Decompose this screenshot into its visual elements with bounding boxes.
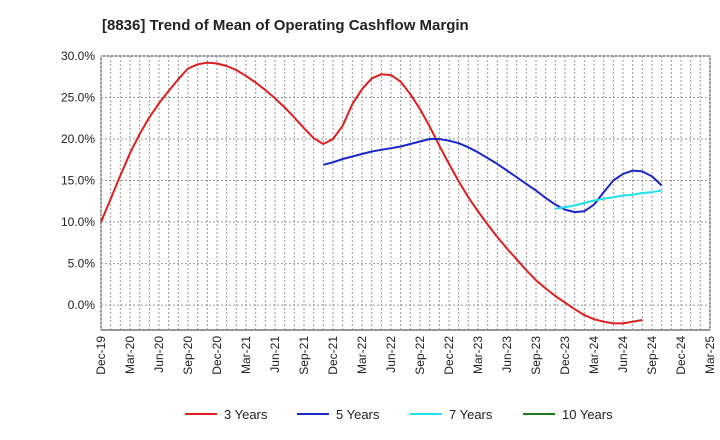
plot-area	[100, 55, 711, 331]
legend-item: 5 Years	[297, 407, 380, 422]
x-tick-label: Mar-23	[471, 336, 485, 374]
y-tick-label: 20.0%	[61, 132, 95, 146]
x-axis: Dec-19 Mar-20 Jun-20 Sep-20 Dec-20 Mar-21 Jun-…	[94, 336, 717, 375]
x-tick-label: Jun-22	[384, 336, 398, 373]
x-tick-label: Mar-24	[587, 336, 601, 374]
x-tick-label: Dec-21	[326, 336, 340, 375]
legend-item: 7 Years	[410, 407, 493, 422]
y-tick-label: 30.0%	[61, 49, 95, 63]
y-tick-label: 0.0%	[68, 298, 96, 312]
x-tick-label: Jun-23	[500, 336, 514, 373]
x-tick-label: Jun-24	[616, 336, 630, 373]
x-tick-label: Sep-22	[413, 336, 427, 375]
legend-label: 3 Years	[224, 407, 268, 422]
series-line-3-years	[100, 61, 643, 325]
x-tick-label: Dec-24	[674, 336, 688, 375]
legend: 3 Years 5 Years 7 Years 10 Years	[185, 407, 613, 422]
series-line-7-years	[555, 189, 662, 210]
x-tick-label: Mar-22	[355, 336, 369, 374]
x-tick-label: Sep-23	[529, 336, 543, 375]
y-tick-label: 5.0%	[68, 257, 96, 271]
x-tick-label: Mar-21	[239, 336, 253, 374]
x-tick-label: Sep-20	[181, 336, 195, 375]
x-tick-label: Dec-23	[558, 336, 572, 375]
grid	[100, 55, 711, 330]
legend-label: 5 Years	[336, 407, 380, 422]
y-tick-label: 15.0%	[61, 174, 95, 188]
legend-label: 10 Years	[562, 407, 613, 422]
chart-title: [8836] Trend of Mean of Operating Cashfl…	[102, 17, 469, 34]
series-line-5-years	[323, 138, 663, 214]
legend-item: 3 Years	[185, 407, 268, 422]
y-tick-label: 10.0%	[61, 215, 95, 229]
x-tick-label: Jun-21	[268, 336, 282, 373]
legend-label: 7 Years	[449, 407, 493, 422]
plot-frame	[100, 55, 711, 331]
x-tick-label: Dec-20	[210, 336, 224, 375]
series-layer	[100, 61, 663, 325]
x-tick-label: Mar-20	[123, 336, 137, 374]
legend-item: 10 Years	[523, 407, 613, 422]
x-tick-label: Dec-22	[442, 336, 456, 375]
x-tick-label: Sep-21	[297, 336, 311, 375]
y-axis: 30.0% 25.0% 20.0% 15.0% 10.0% 5.0% 0.0%	[61, 49, 95, 312]
x-tick-label: Mar-25	[703, 336, 717, 374]
x-tick-label: Dec-19	[94, 336, 108, 375]
x-tick-label: Jun-20	[152, 336, 166, 373]
y-tick-label: 25.0%	[61, 91, 95, 105]
x-tick-label: Sep-24	[645, 336, 659, 375]
